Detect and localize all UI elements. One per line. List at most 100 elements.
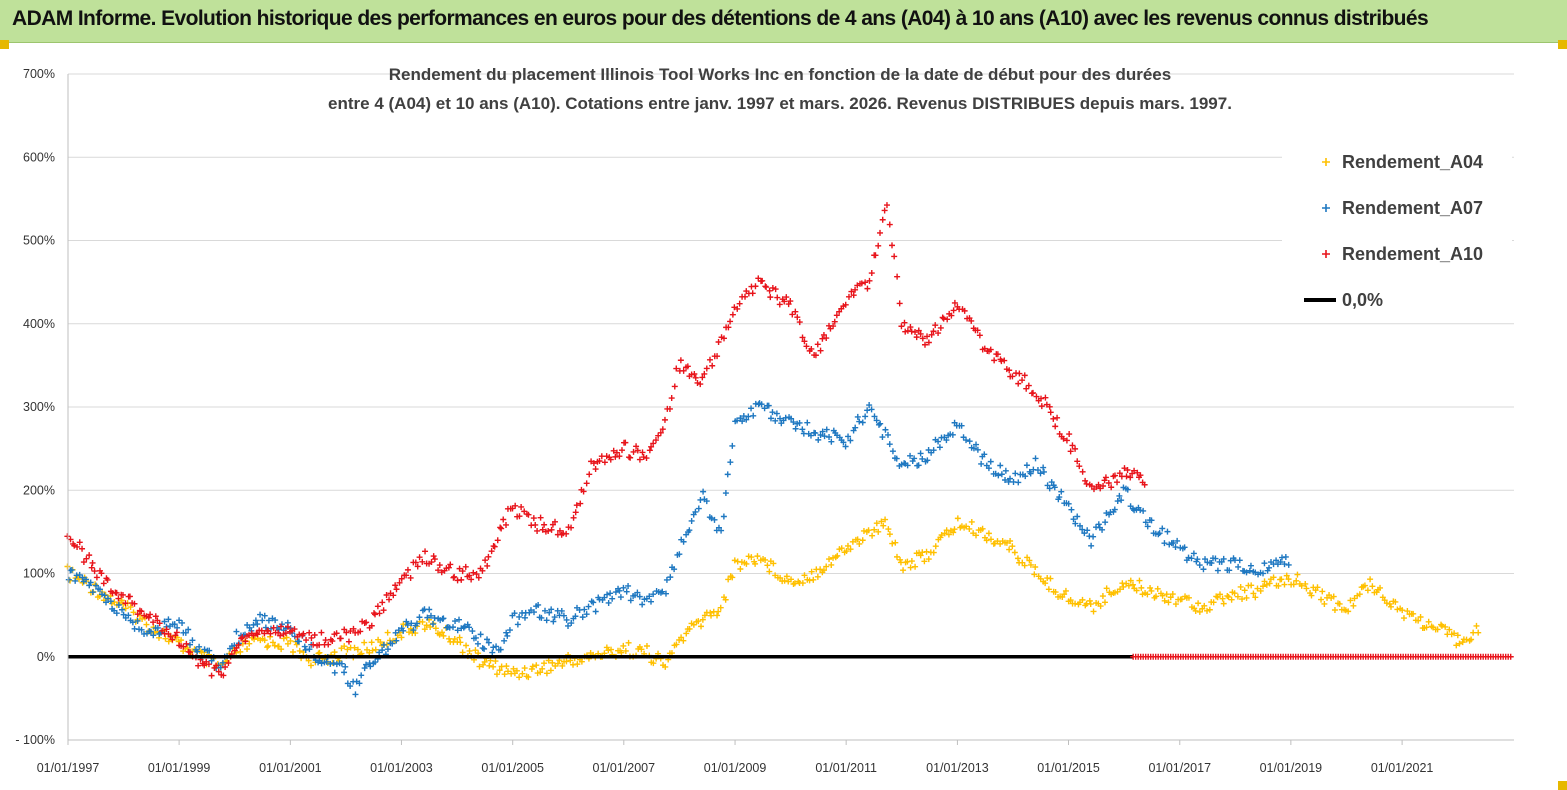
data-point-rendement-a10 — [88, 564, 95, 571]
data-point-rendement-a10 — [525, 511, 532, 518]
data-point-rendement-a04 — [638, 646, 645, 653]
data-point-rendement-a07 — [703, 498, 710, 505]
data-point-rendement-a04 — [344, 646, 351, 653]
legend-label: Rendement_A07 — [1342, 198, 1483, 218]
data-point-rendement-a07 — [542, 607, 549, 614]
data-point-rendement-a10 — [668, 395, 675, 402]
data-point-rendement-a10 — [701, 370, 708, 377]
data-point-rendement-a04 — [547, 667, 554, 674]
data-point-rendement-a04 — [419, 618, 426, 625]
data-point-rendement-a04 — [1219, 595, 1226, 602]
data-point-rendement-a04 — [331, 649, 338, 656]
data-point-rendement-a07 — [424, 614, 431, 621]
data-point-rendement-a04 — [1026, 557, 1033, 564]
data-point-rendement-a10 — [607, 456, 614, 463]
data-point-rendement-a10 — [131, 600, 138, 607]
data-point-rendement-a04 — [801, 572, 808, 579]
data-point-rendement-a04 — [762, 556, 769, 563]
data-point-rendement-a07 — [864, 407, 871, 414]
data-point-rendement-a07 — [1190, 550, 1197, 557]
data-point-rendement-a10 — [1102, 474, 1109, 481]
data-point-rendement-a04 — [618, 649, 625, 656]
data-point-rendement-a04 — [810, 576, 817, 583]
data-point-rendement-a04 — [979, 525, 986, 532]
data-point-rendement-a10 — [470, 569, 477, 576]
data-point-rendement-a07 — [875, 421, 882, 428]
data-point-rendement-a07 — [799, 426, 806, 433]
data-point-rendement-a04 — [496, 667, 503, 674]
data-point-rendement-a04 — [244, 646, 251, 653]
data-point-rendement-a04 — [900, 567, 907, 574]
data-point-rendement-a10 — [715, 338, 722, 345]
data-point-rendement-a10 — [907, 324, 914, 331]
data-point-rendement-a10 — [1046, 403, 1053, 410]
data-point-rendement-a10 — [766, 287, 773, 294]
data-point-rendement-a07 — [1002, 467, 1009, 474]
data-point-rendement-a07 — [1266, 564, 1273, 571]
data-point-rendement-a04 — [1364, 587, 1371, 594]
data-point-rendement-a10 — [337, 635, 344, 642]
data-point-rendement-a10 — [752, 283, 759, 290]
data-point-rendement-a07 — [367, 663, 374, 670]
data-point-rendement-a10 — [291, 626, 298, 633]
data-point-rendement-a07 — [68, 566, 75, 573]
data-point-rendement-a07 — [688, 517, 695, 524]
data-point-rendement-a10 — [896, 300, 903, 307]
data-point-rendement-a10 — [925, 339, 932, 346]
data-point-rendement-a07 — [840, 439, 847, 446]
data-point-rendement-a07 — [1118, 497, 1125, 504]
data-point-rendement-a10 — [586, 471, 593, 478]
data-point-rendement-a10 — [222, 663, 229, 670]
data-point-rendement-a04 — [745, 553, 752, 560]
chart-legend: Rendement_A04 Rendement_A07 Rendement_A10 0… — [1282, 138, 1512, 320]
data-point-rendement-a10 — [1021, 372, 1028, 379]
data-point-rendement-a10 — [881, 207, 888, 214]
data-point-rendement-a07 — [924, 457, 931, 464]
data-point-rendement-a10 — [370, 610, 377, 617]
data-point-rendement-a07 — [737, 415, 744, 422]
data-point-rendement-a04 — [1438, 621, 1445, 628]
data-point-rendement-a07 — [302, 646, 309, 653]
data-point-rendement-a04 — [269, 639, 276, 646]
data-point-rendement-a04 — [938, 532, 945, 539]
data-point-rendement-a04 — [283, 634, 290, 641]
data-point-rendement-a07 — [1208, 560, 1215, 567]
data-point-rendement-a10 — [318, 629, 325, 636]
data-point-rendement-a10 — [539, 526, 546, 533]
data-point-rendement-a07 — [1027, 470, 1034, 477]
data-point-rendement-a04 — [714, 612, 721, 619]
data-point-rendement-a07 — [416, 614, 423, 621]
data-point-rendement-a07 — [259, 617, 266, 624]
x-tick-label: 01/01/1997 — [37, 761, 100, 775]
data-point-rendement-a10 — [83, 555, 90, 562]
data-point-rendement-a10 — [350, 625, 357, 632]
data-point-rendement-a10 — [86, 552, 93, 559]
data-point-rendement-a07 — [743, 416, 750, 423]
data-point-rendement-a10 — [886, 221, 893, 228]
data-point-rendement-a07 — [859, 419, 866, 426]
data-point-rendement-a07 — [490, 644, 497, 651]
data-point-rendement-a04 — [834, 552, 841, 559]
data-point-rendement-a07 — [886, 441, 893, 448]
data-point-rendement-a04 — [1120, 583, 1127, 590]
data-point-rendement-a04 — [466, 647, 473, 654]
data-point-rendement-a10 — [516, 513, 523, 520]
data-point-rendement-a07 — [590, 599, 597, 606]
data-point-rendement-a10 — [994, 351, 1001, 358]
data-point-rendement-a07 — [521, 614, 528, 621]
data-point-rendement-a04 — [1185, 594, 1192, 601]
data-point-rendement-a10 — [1134, 469, 1141, 476]
data-point-rendement-a07 — [767, 415, 774, 422]
data-point-rendement-a10 — [872, 252, 879, 259]
data-point-rendement-a07 — [103, 599, 110, 606]
data-point-rendement-a10 — [659, 426, 666, 433]
data-point-rendement-a04 — [1003, 539, 1010, 546]
data-point-rendement-a07 — [1260, 570, 1267, 577]
data-point-rendement-a07 — [963, 437, 970, 444]
data-point-rendement-a04 — [1196, 608, 1203, 615]
data-point-rendement-a10 — [799, 334, 806, 341]
data-point-rendement-a04 — [954, 515, 961, 522]
data-point-rendement-a10 — [677, 357, 684, 364]
data-point-rendement-a07 — [659, 588, 666, 595]
data-point-rendement-a10 — [376, 610, 383, 617]
